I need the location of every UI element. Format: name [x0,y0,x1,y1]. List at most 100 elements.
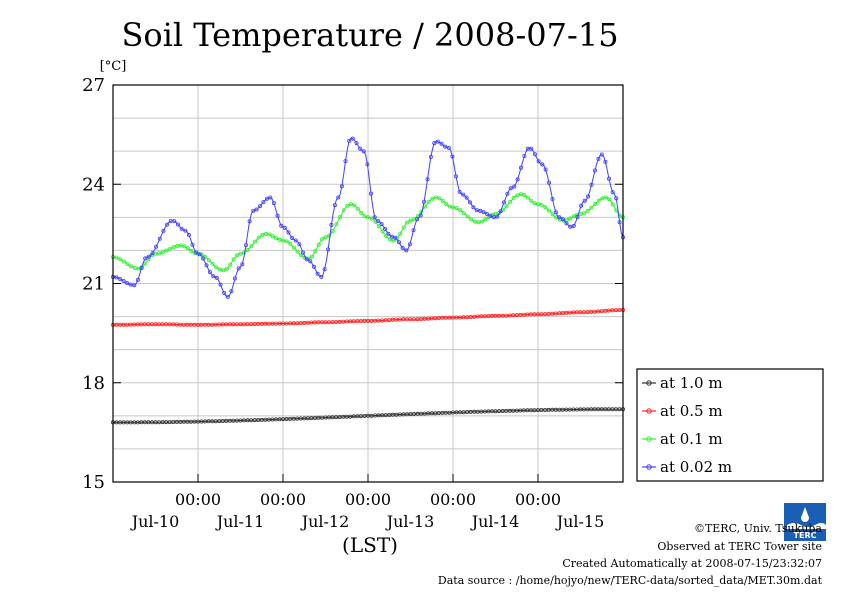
series-point [313,249,318,254]
series-point [309,416,314,421]
series-point [469,217,474,222]
series-point [114,255,119,260]
series-point [280,238,285,243]
series-point [379,222,384,227]
y-tick-label: 15 [82,472,105,493]
series-point [401,412,406,417]
series-point [156,420,161,425]
series-point [461,315,466,320]
series-point [532,201,537,206]
series-point [467,200,472,205]
series-point [393,235,398,240]
series-point [383,318,388,323]
series-point [224,322,229,327]
series-point [504,408,509,413]
series-point [495,214,500,219]
series-point [354,141,359,146]
series-point [439,141,444,146]
series-point [529,198,534,203]
series-point [316,242,321,247]
y-tick-labels: 15 18 21 24 27 [82,75,623,493]
y-tick-label: 18 [82,373,105,394]
x-tick-date-label: Jul-11 [215,512,265,531]
series-point [207,270,212,275]
series-point [308,259,313,264]
series-point [501,200,506,205]
series-point [411,317,416,322]
series-point [290,235,295,240]
series-point [435,139,440,144]
series-point [341,414,346,419]
series-point [394,412,399,417]
x-tick-time-label: 00:00 [260,490,306,509]
series-point [550,196,555,201]
series-point [426,411,431,416]
series-point [188,419,193,424]
series-point [231,322,236,327]
series-point [245,247,250,252]
series-point [271,201,276,206]
series-point [139,265,144,270]
series-point [253,239,258,244]
series-point [596,198,601,203]
legend-box [636,368,824,482]
series-point [432,141,437,146]
series-point [132,265,137,270]
series-point [519,192,524,197]
series-point [464,195,469,200]
series-point [121,322,126,327]
series-point [186,232,191,237]
series-point [610,202,615,207]
series-point [543,205,548,210]
footer-source: Data source : /home/hojyo/new/TERC-data/… [437,574,822,587]
series-point [293,238,298,243]
series-point [508,199,513,204]
x-tick-date-label: Jul-13 [385,512,435,531]
series-point [444,201,449,206]
series-point [264,196,269,201]
series-point [358,318,363,323]
y-tick-label: 21 [82,274,105,295]
footer-observed: Observed at TERC Tower site [657,540,822,553]
series-point [568,216,573,221]
series-point [156,322,161,327]
series-point [351,319,356,324]
series-point [505,191,510,196]
series-point [327,233,332,238]
logo: TERC [784,503,826,545]
series-point [284,321,289,326]
series-point [543,167,548,172]
series-point [297,242,302,247]
series-point [247,219,252,224]
series-point [528,408,533,413]
series-point [376,224,381,229]
series-point [443,410,448,415]
series-point [304,257,309,262]
series-point [329,222,334,227]
series-point [339,184,344,189]
y-axis-unit-label: [°C] [100,59,127,74]
series-point [171,419,176,424]
series-point [446,145,451,150]
series-point [358,146,363,151]
series-point [189,248,194,253]
series-point [261,200,266,205]
series-point [197,252,202,257]
series-point [603,159,608,164]
series-point [519,165,524,170]
series-point [254,207,259,212]
series-point [274,236,279,241]
series-point [515,177,520,182]
series-point [114,275,119,280]
x-tick-time-label: 00:00 [430,490,476,509]
series-point [211,274,216,279]
series-point [386,231,391,236]
series-point [511,408,516,413]
series-point [348,202,353,207]
series-point [225,294,230,299]
series-point [129,264,134,269]
series-point [436,315,441,320]
series-point [496,409,501,414]
series-point [213,419,218,424]
